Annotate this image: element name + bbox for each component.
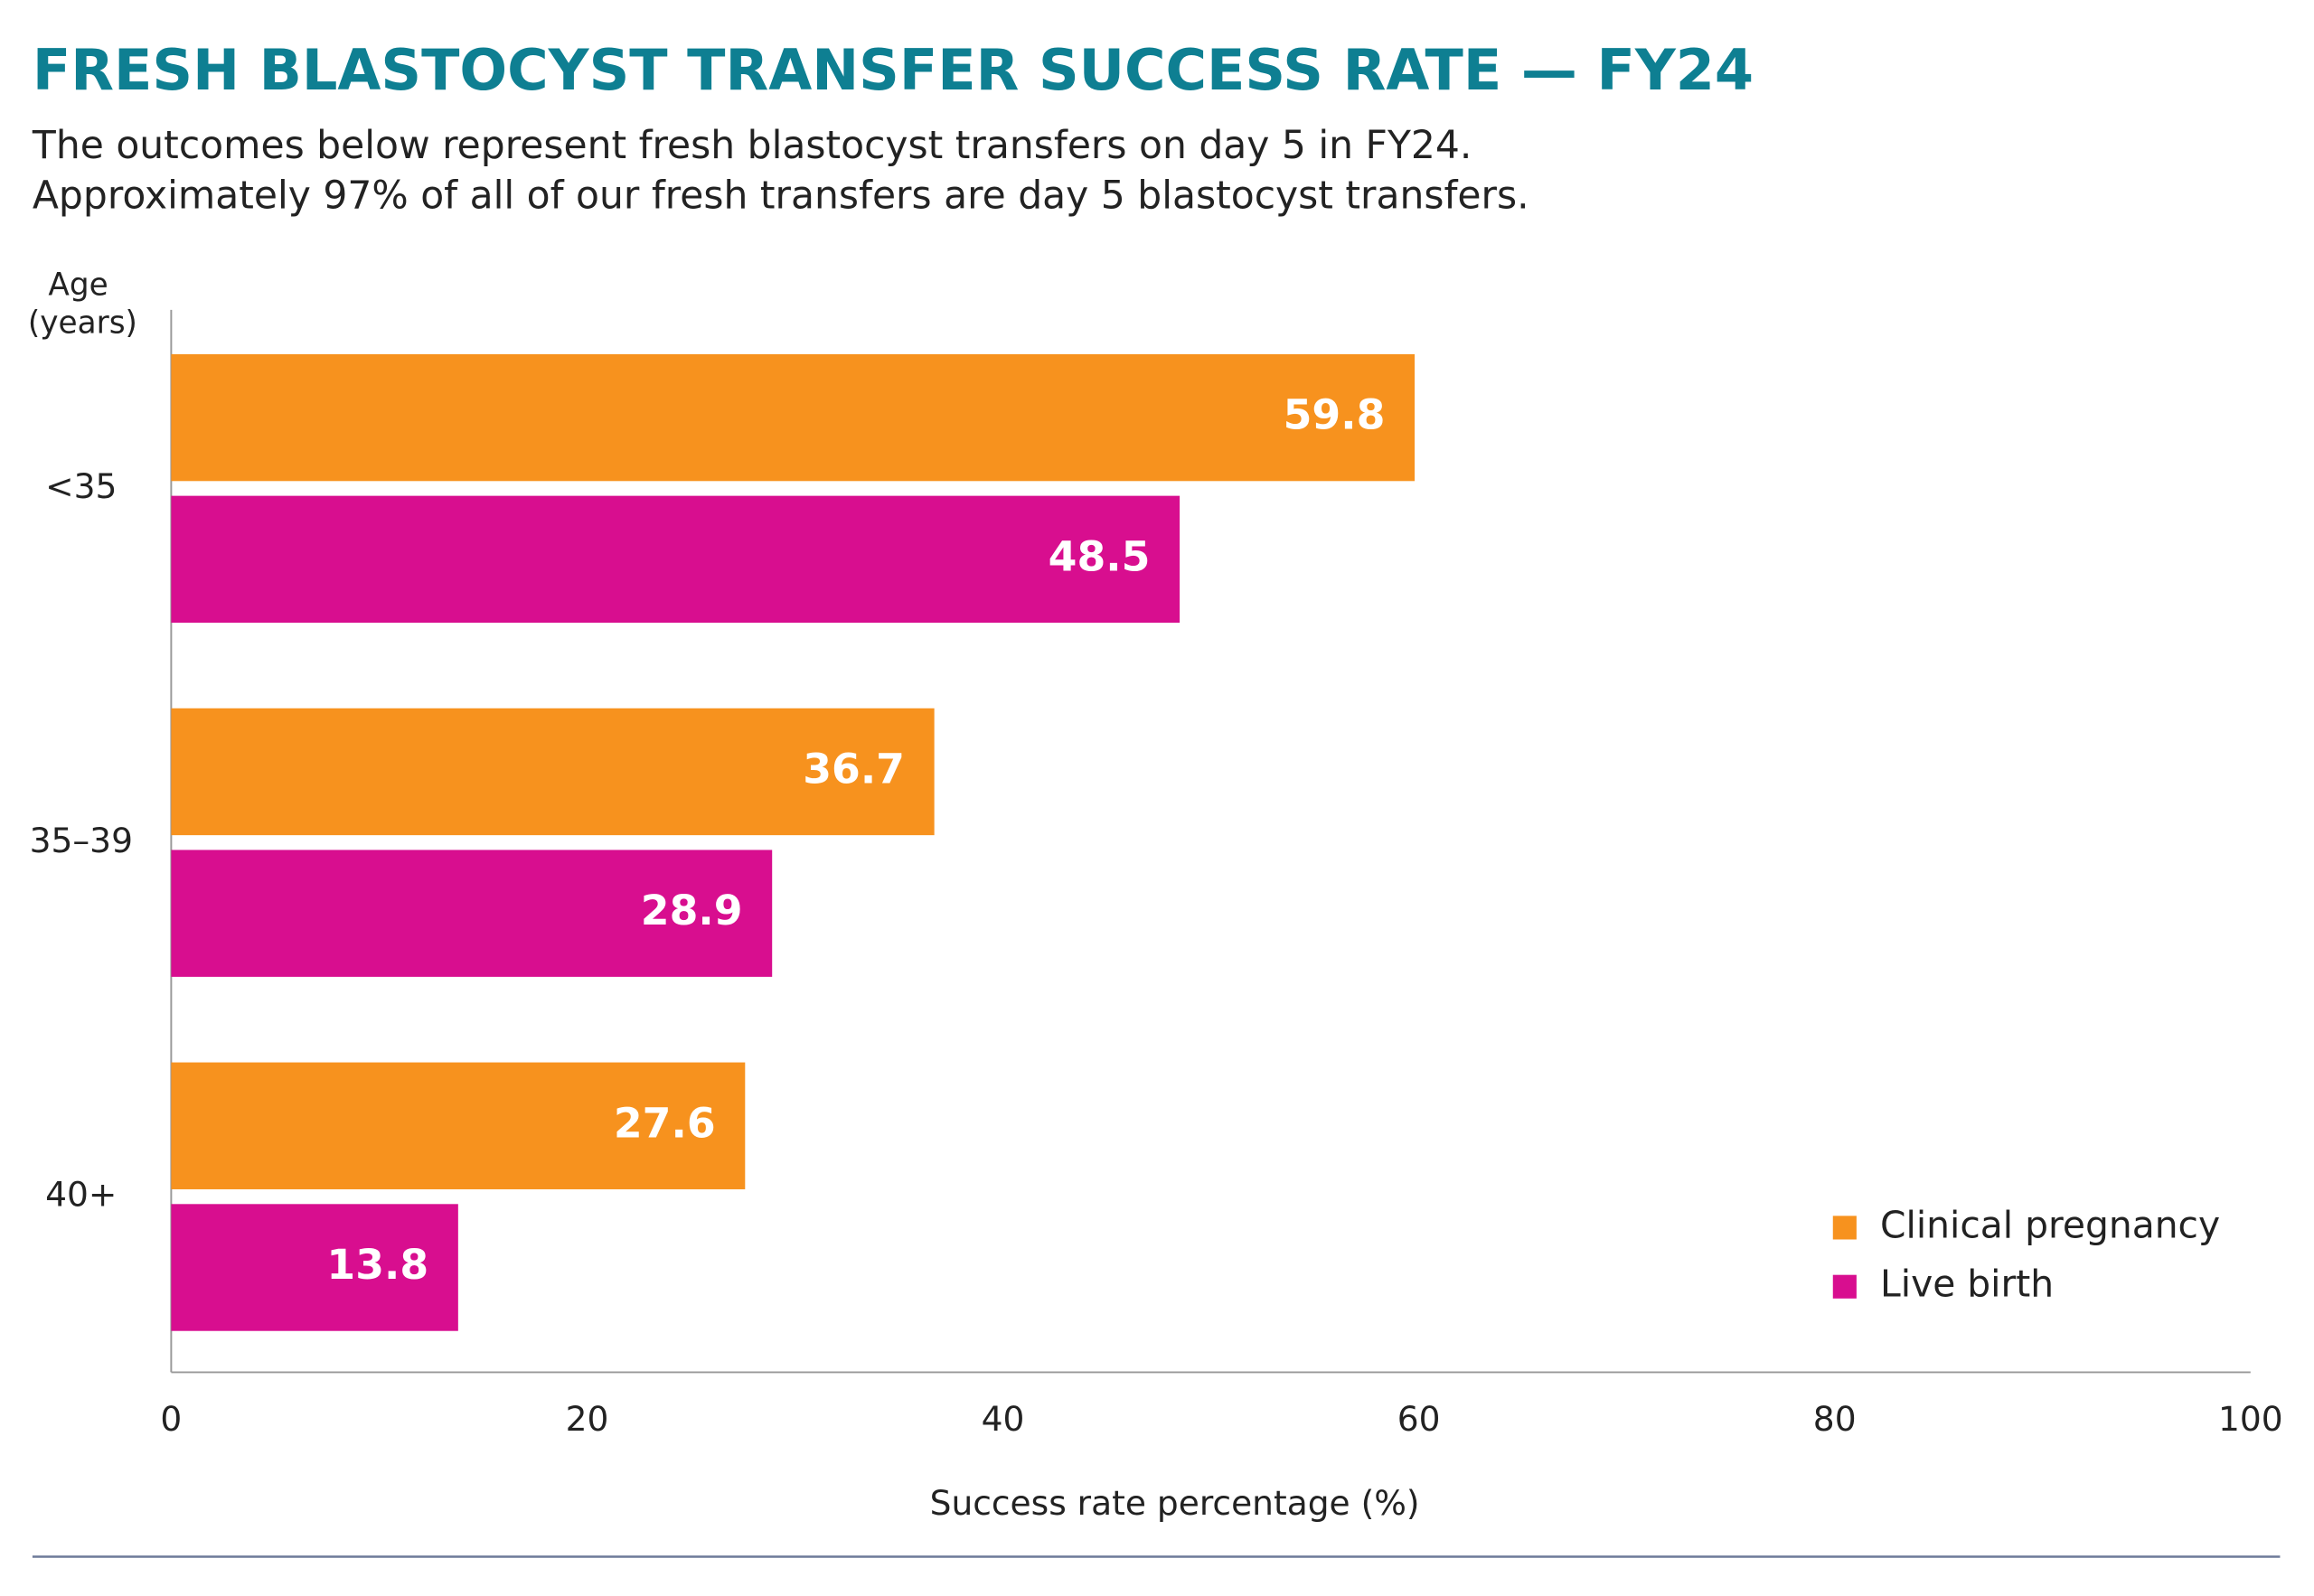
chart-title: FRESH BLASTOCYST TRANSFER SUCCESS RATE —… xyxy=(33,37,1754,103)
data-label: 28.9 xyxy=(641,887,743,934)
x-tick-label: 20 xyxy=(566,1399,609,1439)
data-label: 27.6 xyxy=(614,1099,716,1147)
bar xyxy=(171,1204,458,1331)
data-label: 59.8 xyxy=(1284,391,1386,439)
bar xyxy=(171,708,935,836)
y-axis-label: Age xyxy=(48,267,108,303)
y-axis-label: (years) xyxy=(28,305,137,342)
x-tick-label: 100 xyxy=(2218,1399,2283,1439)
legend-swatch xyxy=(1832,1216,1857,1240)
data-label: 48.5 xyxy=(1049,532,1151,580)
y-tick-label: <35 xyxy=(45,466,117,506)
bar xyxy=(171,850,773,977)
x-tick-label: 80 xyxy=(1813,1399,1857,1439)
x-tick-label: 0 xyxy=(160,1399,182,1439)
chart-subtitle: The outcomes below represent fresh blast… xyxy=(32,124,1472,168)
data-label: 36.7 xyxy=(803,745,905,793)
bar xyxy=(171,495,1181,624)
data-label: 13.8 xyxy=(326,1241,428,1289)
legend-label: Live birth xyxy=(1880,1263,2054,1306)
legend-label: Clinical pregnancy xyxy=(1880,1203,2220,1246)
x-axis-label: Success rate percentage (%) xyxy=(930,1483,1420,1523)
bar xyxy=(171,1062,746,1189)
chart-subtitle: Approximately 97% of all of our fresh tr… xyxy=(33,174,1529,218)
bar xyxy=(171,353,1416,482)
legend-swatch xyxy=(1832,1274,1857,1299)
y-tick-label: 40+ xyxy=(45,1175,117,1215)
x-tick-label: 40 xyxy=(982,1399,1025,1439)
y-tick-label: 35–39 xyxy=(30,821,133,860)
x-tick-label: 60 xyxy=(1397,1399,1441,1439)
